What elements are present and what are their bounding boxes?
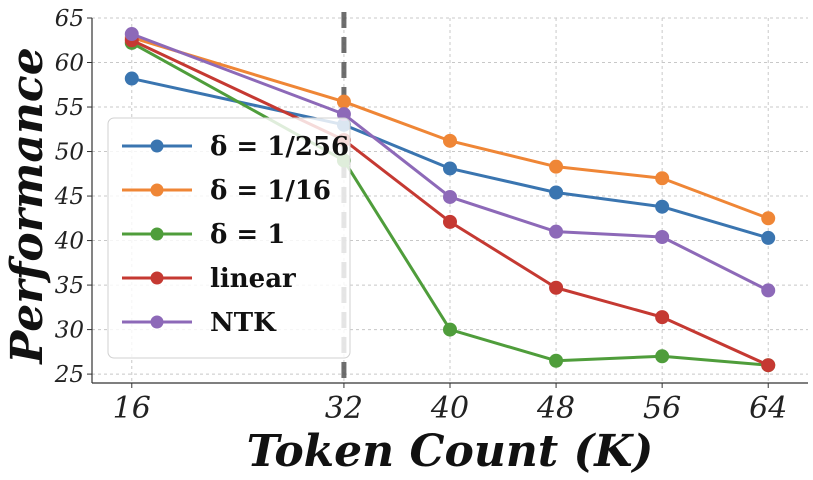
y-tick-label: 30 — [55, 318, 84, 344]
data-point — [443, 189, 457, 204]
tick-labels: 25 30 35 40 45 50 55 60 65 16 32 40 48 56 64 — [54, 6, 788, 426]
series-line — [131, 77, 769, 240]
x-tick-label: 16 — [113, 391, 151, 426]
y-tick-label: 55 — [55, 95, 84, 121]
legend-swatch-marker — [150, 139, 164, 153]
data-point — [761, 230, 776, 245]
y-tick-label: 40 — [54, 229, 84, 255]
series-line — [131, 32, 769, 292]
axes — [87, 17, 808, 388]
y-tick-label: 25 — [54, 362, 84, 388]
legend-label: δ = 1/16 — [210, 176, 331, 206]
data-point — [549, 159, 564, 174]
data-point — [549, 353, 564, 368]
legend: δ = 1/256 δ = 1/16 δ = 1 linear NTK — [107, 117, 351, 359]
y-tick-label: 50 — [55, 140, 84, 166]
legend-swatch-marker — [150, 315, 164, 329]
data-point — [124, 27, 139, 42]
data-point — [443, 133, 457, 148]
data-point — [549, 185, 564, 200]
legend-label: δ = 1 — [210, 220, 285, 250]
data-point — [655, 349, 670, 364]
x-tick-label: 64 — [749, 391, 787, 426]
legend-label: NTK — [210, 308, 277, 338]
data-point — [761, 211, 776, 226]
legend-swatch-marker — [150, 183, 164, 197]
data-point — [549, 280, 564, 295]
data-point — [443, 214, 457, 229]
x-tick-label: 32 — [325, 391, 363, 426]
data-point — [761, 283, 776, 298]
legend-box — [107, 117, 351, 359]
y-tick-label: 35 — [55, 273, 84, 299]
data-point — [655, 230, 670, 244]
x-tick-label: 40 — [430, 391, 469, 426]
data-point — [336, 94, 351, 109]
x-tick-label: 56 — [643, 391, 681, 426]
y-tick-label: 45 — [54, 184, 84, 210]
legend-label: linear — [210, 264, 296, 294]
data-point — [124, 71, 139, 86]
x-axis-label: Token Count (K) — [247, 426, 654, 477]
x-tick-label: 48 — [536, 391, 575, 426]
legend-swatch-marker — [150, 227, 164, 241]
y-tick-label: 60 — [55, 51, 84, 77]
data-point — [443, 322, 457, 337]
data-point — [655, 171, 670, 186]
data-point — [549, 224, 564, 239]
data-point — [655, 310, 670, 325]
legend-swatch-marker — [150, 271, 164, 285]
data-point — [655, 199, 670, 214]
y-tick-label: 65 — [55, 6, 84, 32]
series-line — [131, 36, 769, 220]
data-point — [443, 161, 457, 176]
data-point — [761, 358, 776, 373]
y-axis-label: Performance — [2, 47, 53, 365]
legend-label: δ = 1/256 — [210, 132, 349, 162]
